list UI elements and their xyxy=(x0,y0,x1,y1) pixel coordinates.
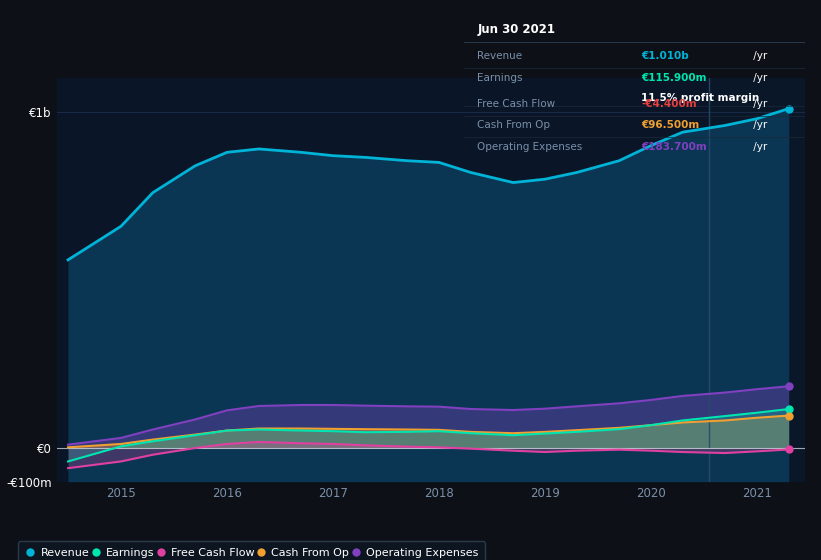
Text: Earnings: Earnings xyxy=(478,72,523,82)
Text: €96.500m: €96.500m xyxy=(641,120,699,130)
Text: 11.5% profit margin: 11.5% profit margin xyxy=(641,92,759,102)
Legend: Revenue, Earnings, Free Cash Flow, Cash From Op, Operating Expenses: Revenue, Earnings, Free Cash Flow, Cash … xyxy=(18,542,485,560)
Text: €183.700m: €183.700m xyxy=(641,142,707,152)
Text: Free Cash Flow: Free Cash Flow xyxy=(478,99,556,109)
Text: /yr: /yr xyxy=(750,142,768,152)
Text: /yr: /yr xyxy=(750,120,768,130)
Text: /yr: /yr xyxy=(750,99,768,109)
Text: Cash From Op: Cash From Op xyxy=(478,120,551,130)
Text: -€4.400m: -€4.400m xyxy=(641,99,697,109)
Bar xyxy=(709,78,810,482)
Text: €1.010b: €1.010b xyxy=(641,51,689,61)
Text: Revenue: Revenue xyxy=(478,51,523,61)
Text: Operating Expenses: Operating Expenses xyxy=(478,142,583,152)
Text: /yr: /yr xyxy=(750,51,768,61)
Text: €115.900m: €115.900m xyxy=(641,72,707,82)
Text: Jun 30 2021: Jun 30 2021 xyxy=(478,24,556,36)
Text: /yr: /yr xyxy=(750,72,768,82)
